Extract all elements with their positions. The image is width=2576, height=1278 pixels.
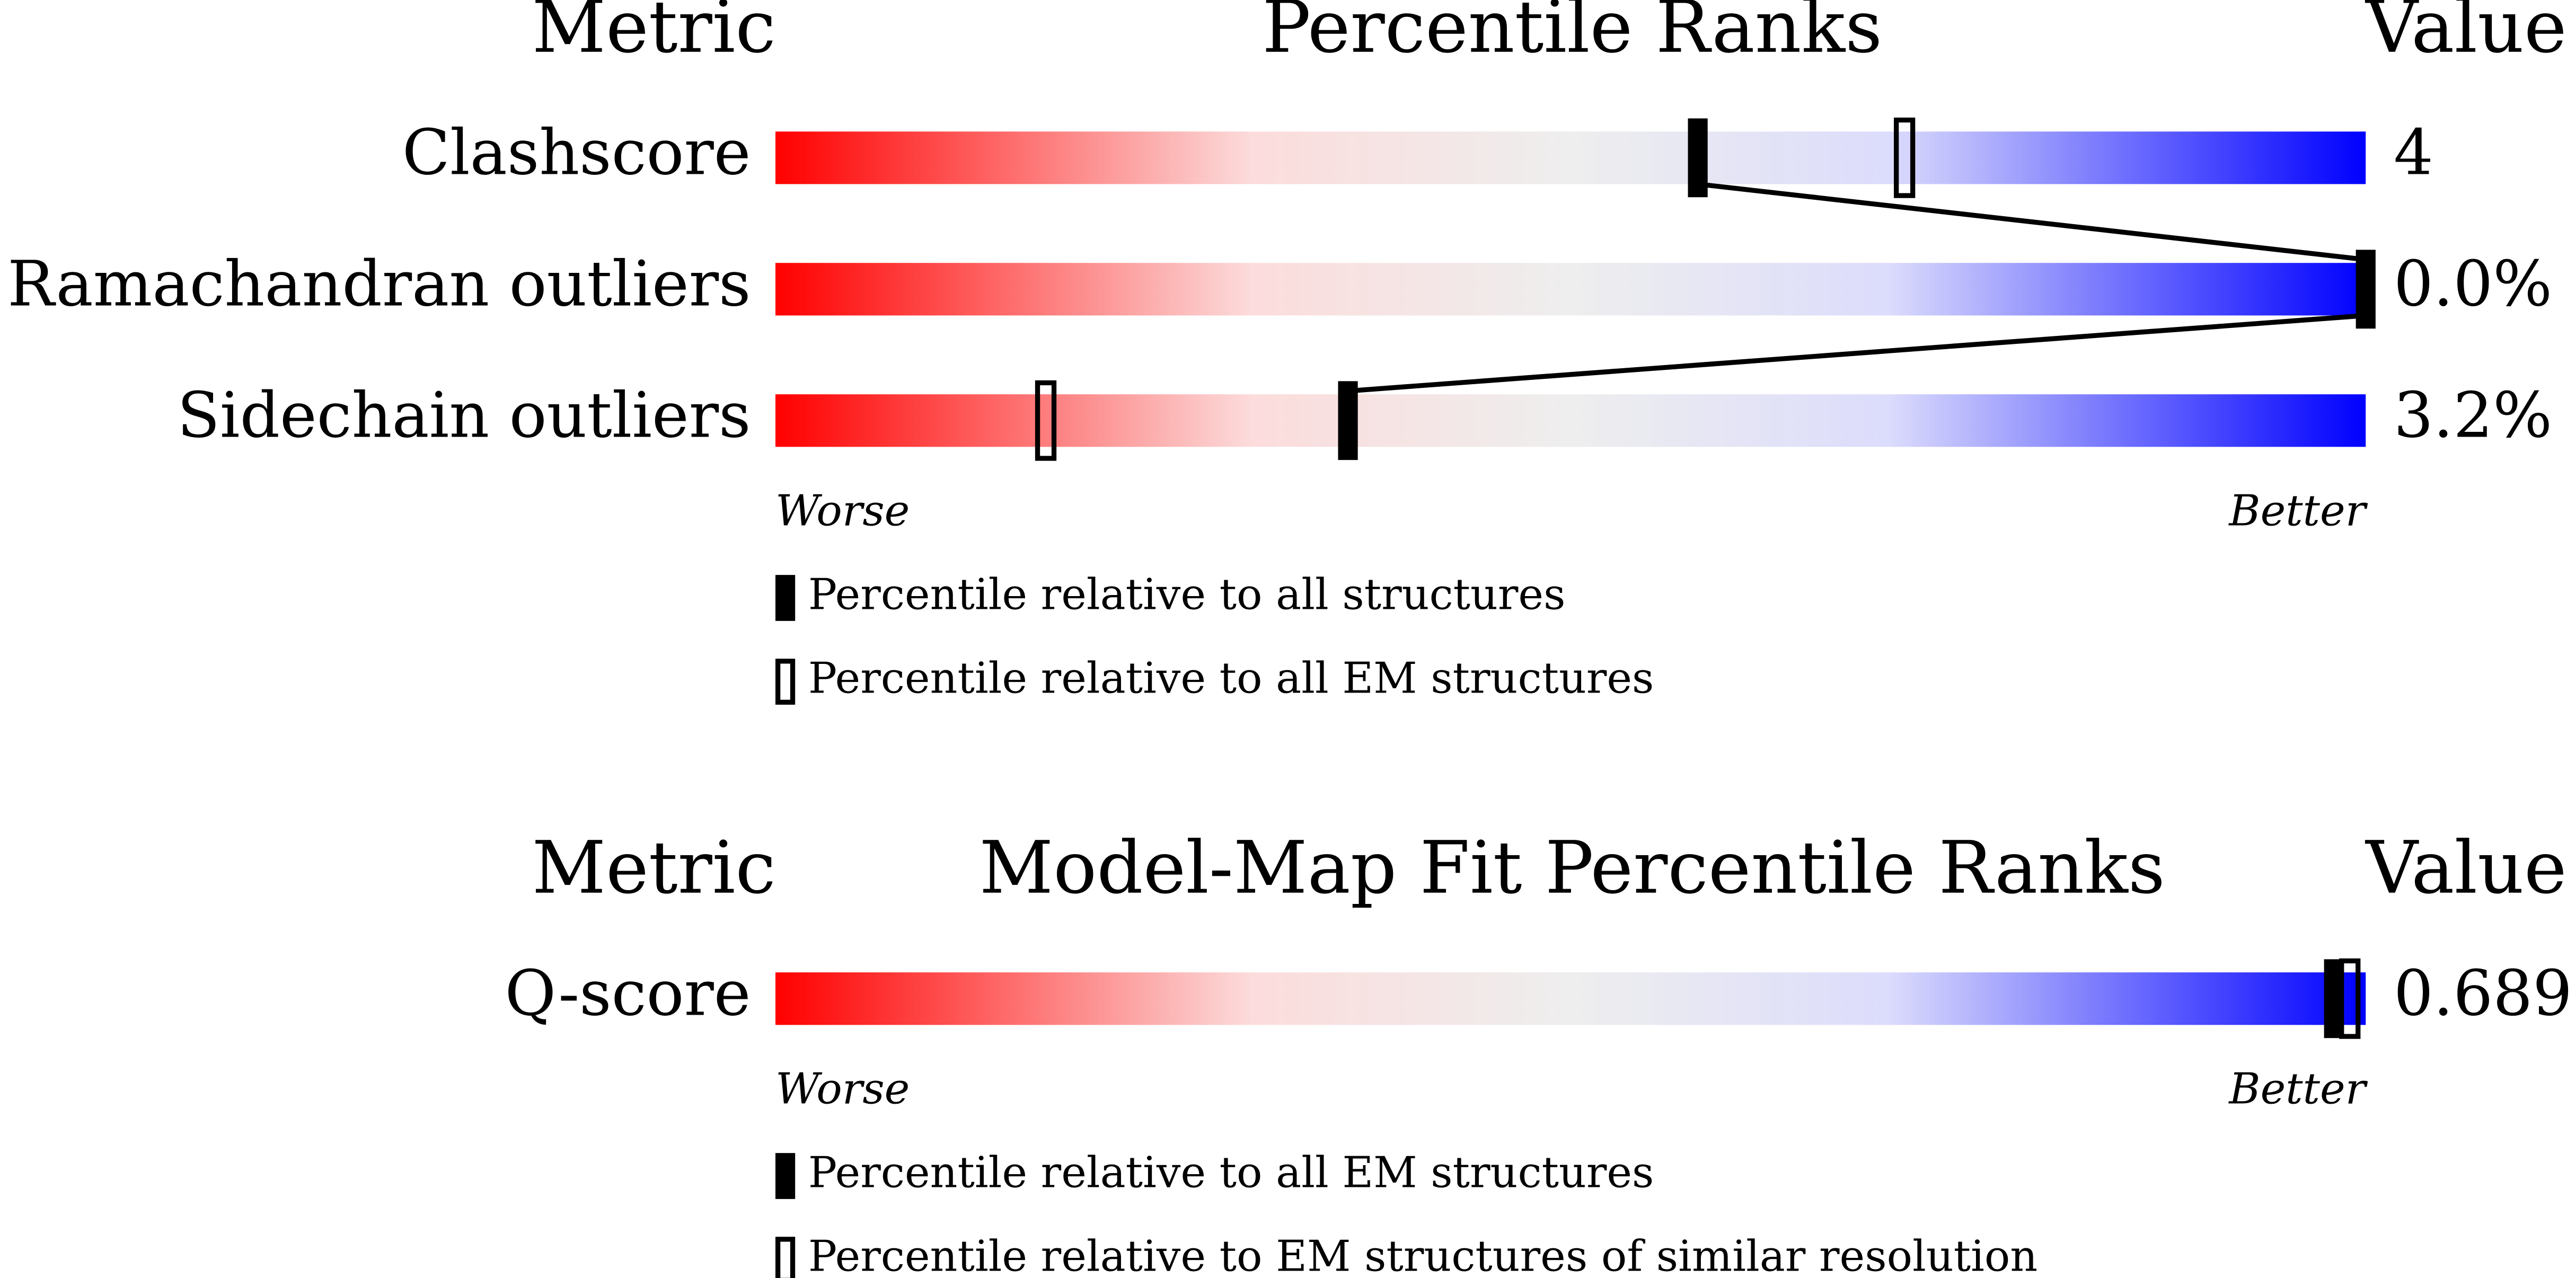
- connector: [1697, 181, 2366, 262]
- better-label: Better: [2228, 1064, 2368, 1114]
- metric-label: Ramachandran outliers: [7, 247, 751, 320]
- worse-label: Worse: [775, 486, 910, 536]
- metric-value: 3.2%: [2394, 379, 2552, 451]
- legend-swatch: [775, 659, 796, 705]
- metric-value: 0.0%: [2394, 247, 2552, 320]
- legend-label: Percentile relative to all EM structures: [808, 1148, 1654, 1198]
- legend-label: Percentile relative to all structures: [808, 570, 1566, 620]
- metric-header: Metric: [532, 826, 775, 910]
- value-header: Value: [2365, 826, 2566, 910]
- metric-label: Q-score: [505, 957, 751, 1030]
- better-label: Better: [2228, 486, 2368, 536]
- rank-bar: [775, 972, 2366, 1025]
- secondary-percentile-marker: [1035, 380, 1057, 461]
- all-percentile-marker: [2324, 959, 2344, 1039]
- metric-header: Metric: [532, 0, 775, 69]
- panel-title: Model-Map Fit Percentile Ranks: [980, 826, 2165, 910]
- metric-label: Sidechain outliers: [177, 379, 751, 451]
- legend-label: Percentile relative to EM structures of …: [808, 1232, 2037, 1278]
- legend-swatch: [775, 1153, 796, 1199]
- metric-label: Clashscore: [402, 116, 751, 189]
- legend-label: Percentile relative to all EM structures: [808, 654, 1654, 704]
- worse-label: Worse: [775, 1064, 910, 1114]
- panel-title: Percentile Ranks: [1262, 0, 1882, 69]
- all-percentile-marker: [1338, 381, 1358, 460]
- rank-bar: [775, 131, 2366, 184]
- rank-bar: [775, 394, 2366, 447]
- legend-swatch: [775, 1237, 796, 1278]
- connector: [1347, 313, 2366, 394]
- value-header: Value: [2365, 0, 2566, 69]
- metric-value: 4: [2394, 116, 2433, 189]
- rank-bar: [775, 263, 2366, 316]
- secondary-percentile-marker: [1894, 117, 1916, 198]
- metric-value: 0.689: [2394, 957, 2572, 1030]
- legend-swatch: [775, 575, 796, 621]
